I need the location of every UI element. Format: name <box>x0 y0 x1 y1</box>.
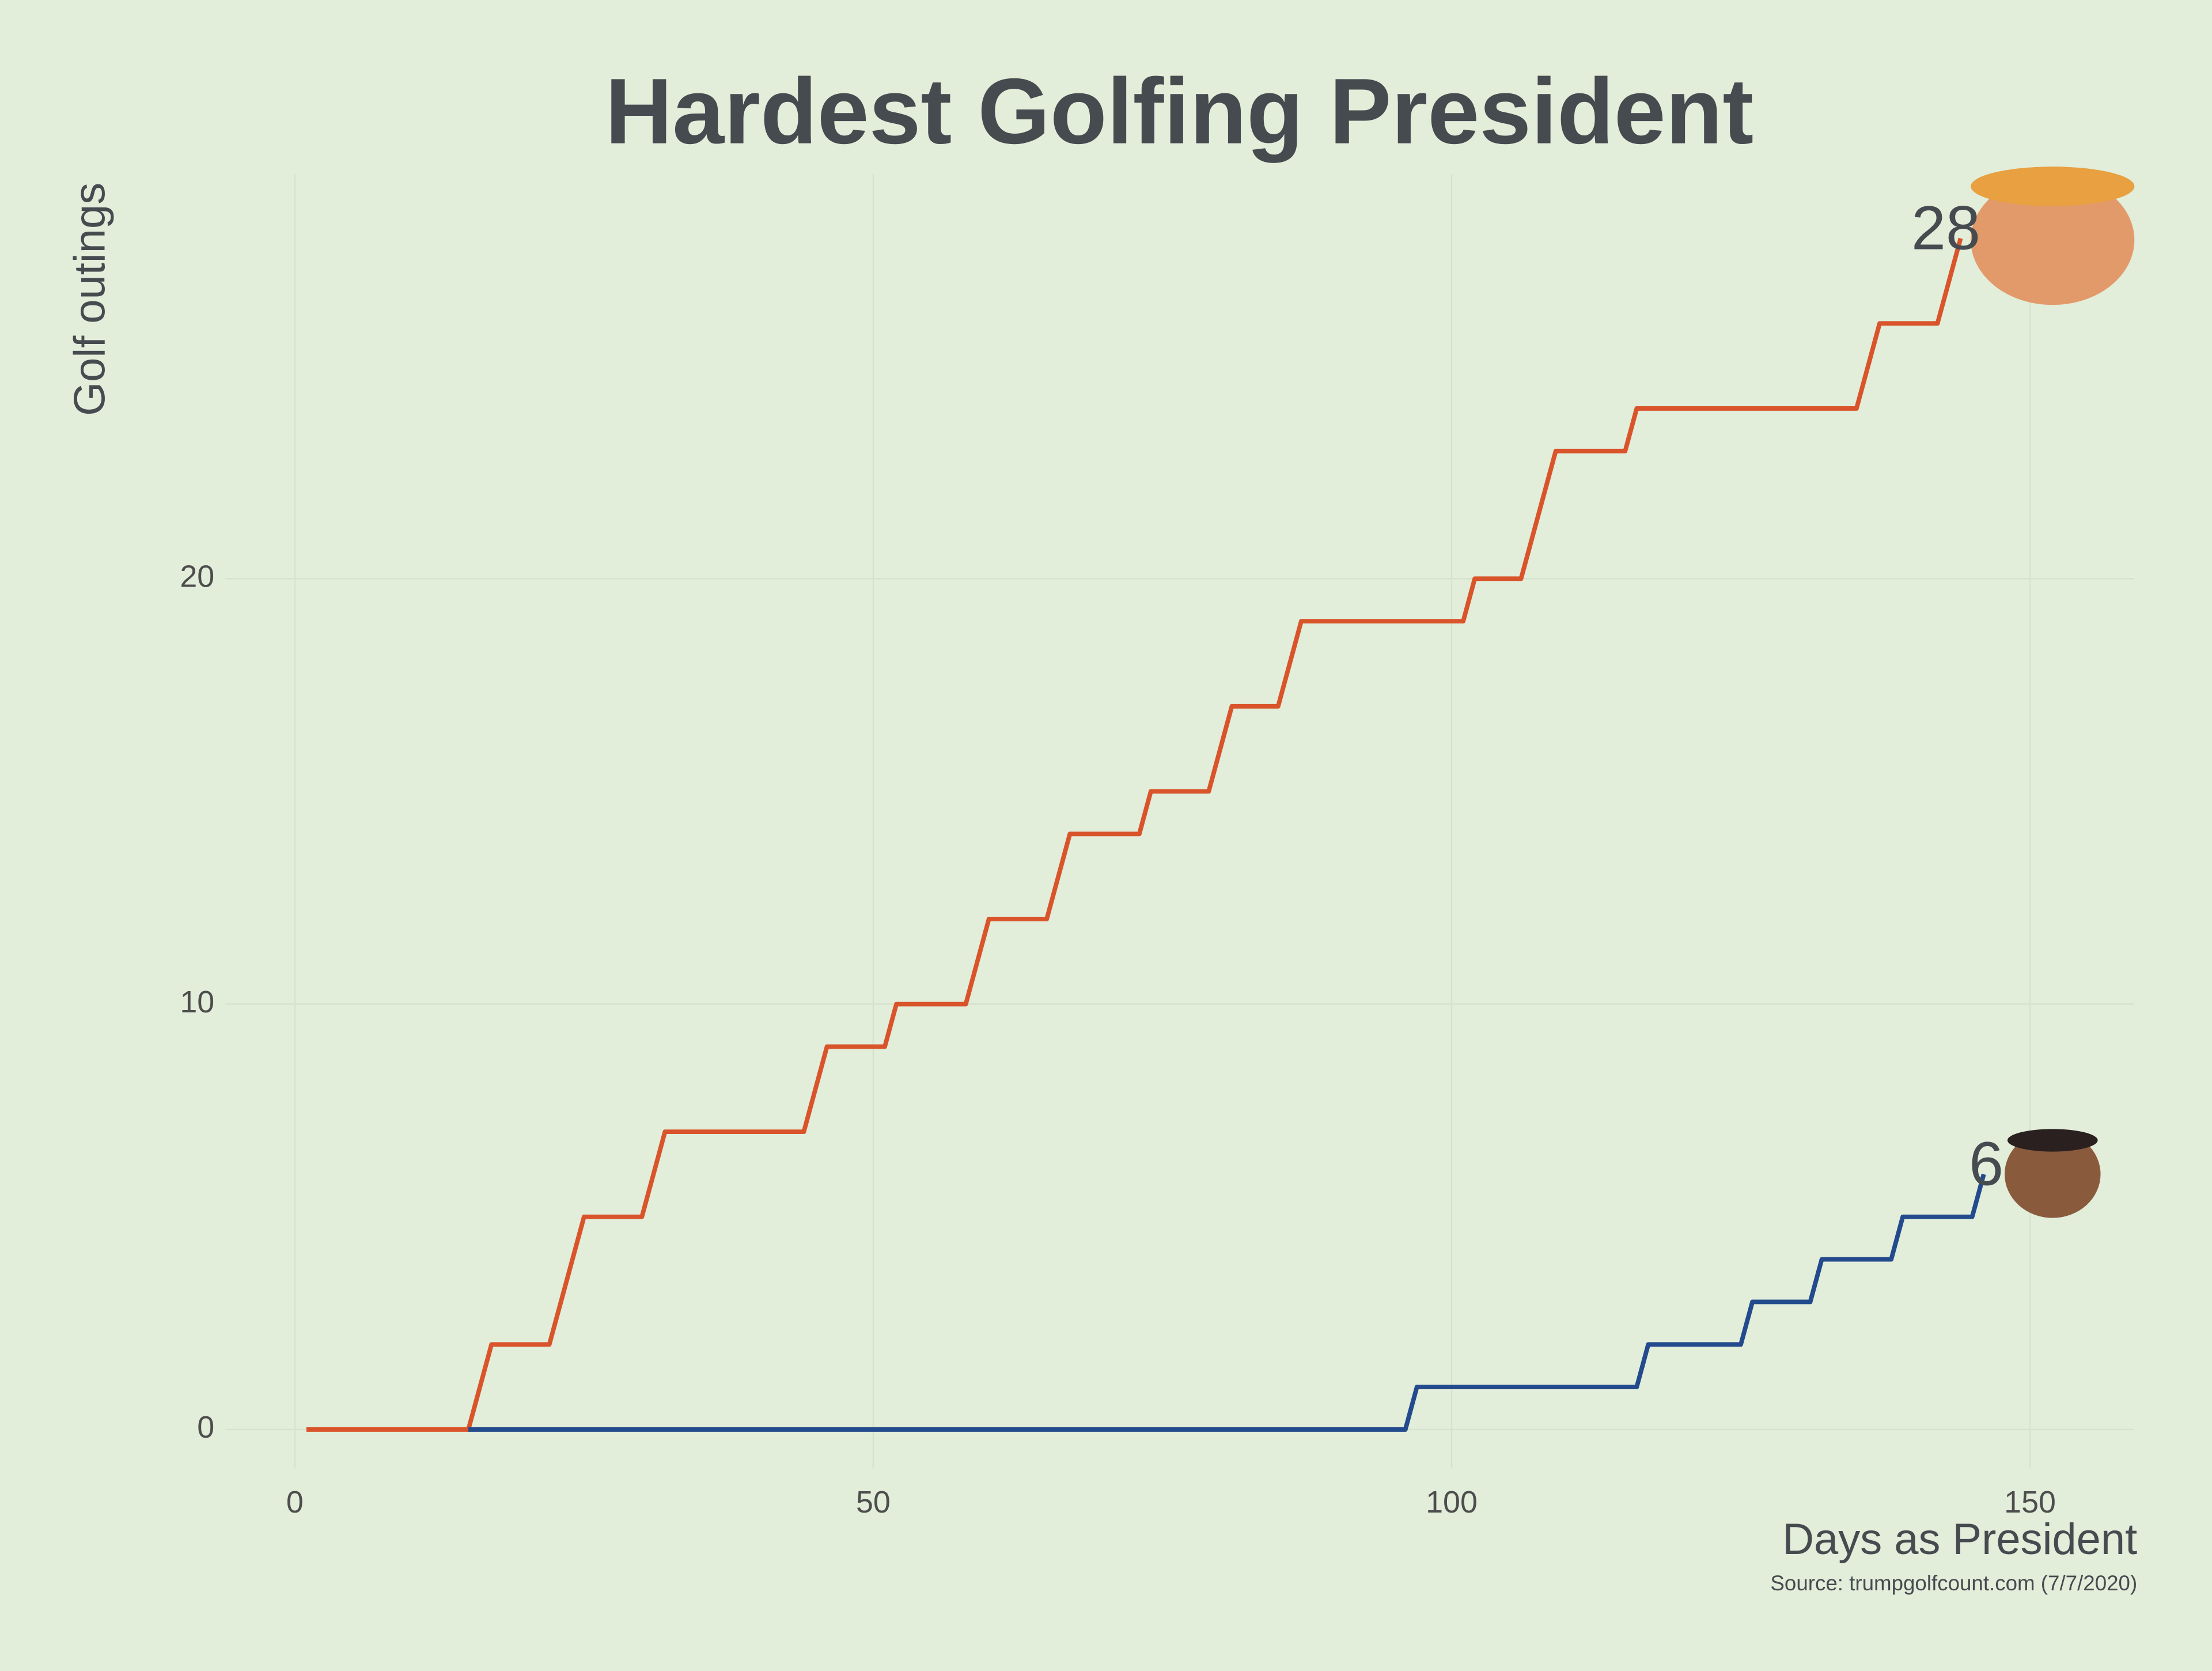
x-tick-label: 150 <box>2004 1485 2056 1519</box>
series-line <box>468 1173 1986 1432</box>
chart-title: Hardest Golfing President <box>605 60 1753 164</box>
source-note: Source: trumpgolfcount.com (7/7/2020) <box>1770 1571 2137 1595</box>
y-tick-label: 10 <box>180 985 214 1019</box>
end-label: 28 <box>1911 192 1980 262</box>
y-tick-label: 20 <box>180 559 214 594</box>
hair-icon <box>2007 1129 2098 1152</box>
x-tick-label: 50 <box>856 1485 891 1519</box>
face-icon <box>2005 1130 2101 1218</box>
face-icon <box>1971 175 2135 305</box>
x-tick-label: 100 <box>1426 1485 1478 1519</box>
y-tick-label: 0 <box>197 1410 214 1445</box>
series-line <box>306 237 1963 1432</box>
lines <box>306 237 1986 1432</box>
x-tick-label: 0 <box>286 1485 304 1519</box>
hair-icon <box>1971 167 2135 206</box>
end-label: 6 <box>1969 1129 2003 1199</box>
x-axis-label: Days as President <box>1782 1515 2137 1564</box>
y-axis-label: Golf outings <box>66 183 115 416</box>
